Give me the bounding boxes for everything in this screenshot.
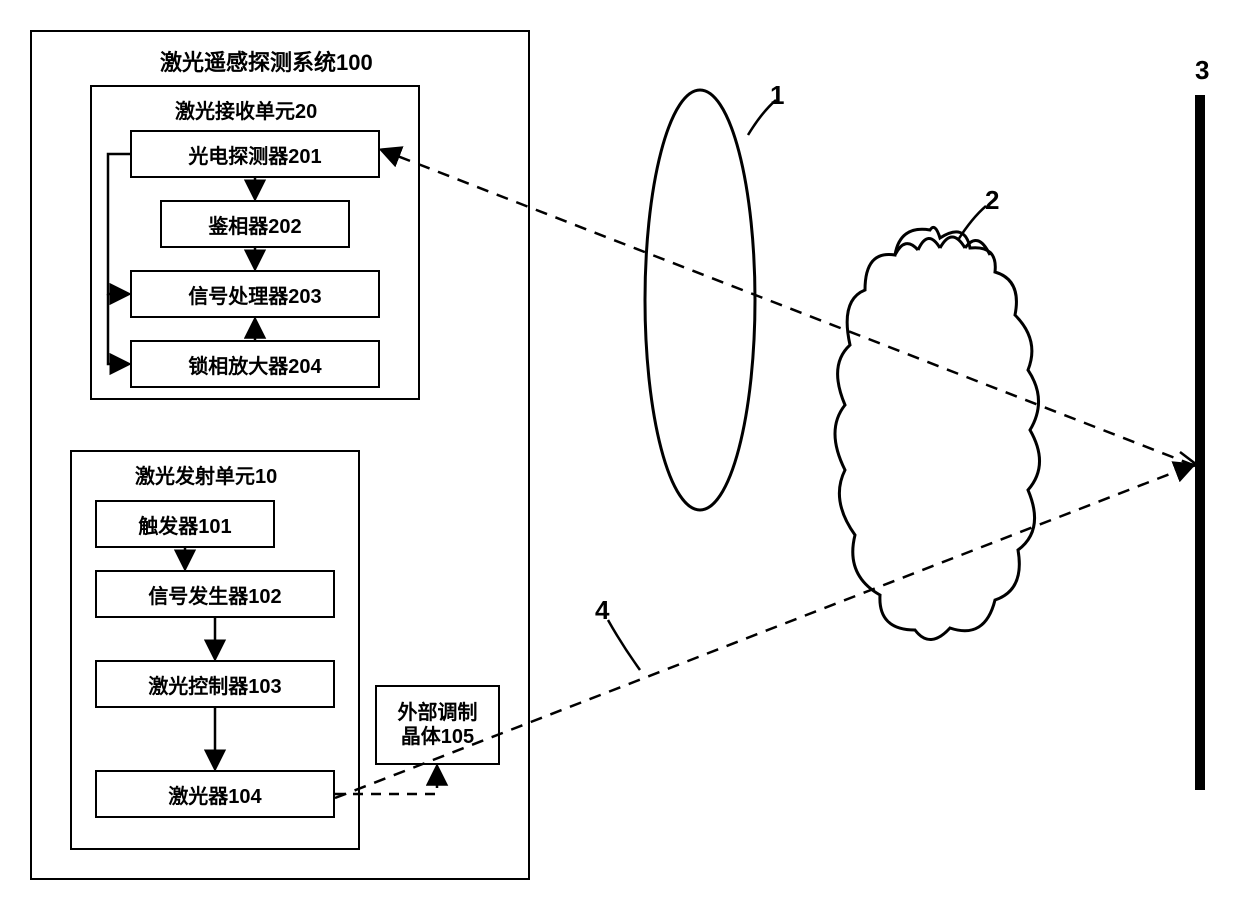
side-201-203 — [108, 154, 130, 294]
leader-2 — [958, 206, 986, 240]
leader-1 — [748, 100, 776, 135]
leader-4 — [608, 620, 640, 670]
dashed-104-105 — [335, 767, 437, 794]
cloud-shape — [835, 227, 1040, 639]
diagram-svg — [0, 0, 1240, 913]
beam-outgoing — [335, 465, 1193, 798]
side-201-204 — [108, 294, 128, 364]
lens-shape — [645, 90, 755, 510]
beam-return — [382, 150, 1193, 465]
cloud-top-bumps — [895, 237, 990, 255]
target-converge-tip — [1178, 452, 1197, 470]
